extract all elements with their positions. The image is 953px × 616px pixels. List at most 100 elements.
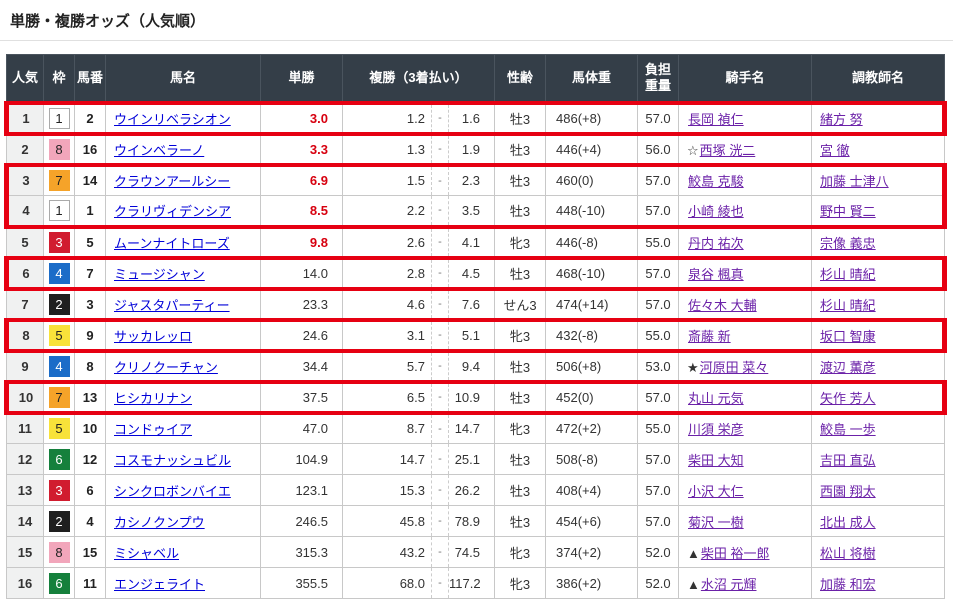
carried-weight: 57.0 <box>637 100 679 136</box>
trainer-link[interactable]: 矢作 芳人 <box>820 390 876 406</box>
jockey-link[interactable]: 泉谷 楓真 <box>688 266 744 282</box>
horse-weight: 454(+6) <box>545 505 638 537</box>
jockey-cell: 斎藤 新 <box>678 317 812 353</box>
trainer-link[interactable]: 渡辺 薫彦 <box>820 359 876 375</box>
horse-name-link[interactable]: ジャスタパーティー <box>114 297 230 313</box>
horse-name-link[interactable]: シンクロボンバイエ <box>114 483 231 499</box>
jockey-link[interactable]: 小崎 綾也 <box>688 203 744 219</box>
jockey-link[interactable]: 佐々木 大輔 <box>688 297 757 313</box>
jockey-link[interactable]: 菊沢 一樹 <box>688 514 744 530</box>
horse-name-link[interactable]: カシノクンプウ <box>114 514 205 530</box>
frame-number-badge: 4 <box>48 355 70 377</box>
win-odds: 47.0 <box>260 412 343 444</box>
horse-number: 3 <box>74 288 106 320</box>
jockey-cell: 長岡 禎仁 <box>678 100 812 136</box>
horse-name-link[interactable]: クラリヴィデンシア <box>114 203 232 219</box>
jockey-cell: 丹内 祐次 <box>678 226 812 258</box>
place-odds-separator: - <box>431 166 449 195</box>
trainer-link[interactable]: 坂口 智康 <box>820 328 876 344</box>
trainer-link[interactable]: 鮫島 一歩 <box>820 422 876 438</box>
frame-number-badge: 3 <box>48 479 70 501</box>
popularity-rank: 10 <box>4 379 44 415</box>
trainer-link[interactable]: 吉田 直弘 <box>820 452 876 468</box>
sex-age: 牡3 <box>494 474 546 506</box>
horse-weight: 446(-8) <box>545 226 638 258</box>
trainer-link[interactable]: 宮 徹 <box>820 142 850 158</box>
horse-weight: 460(0) <box>545 162 638 196</box>
place-odds-separator: - <box>431 259 449 287</box>
trainer-link[interactable]: 加藤 士津八 <box>820 174 889 190</box>
jockey-link[interactable]: 河原田 菜々 <box>699 359 769 375</box>
place-odds-low: 8.7 <box>406 421 425 437</box>
jockey-link[interactable]: 斎藤 新 <box>688 328 731 344</box>
jockey-cell: ☆西塚 洸二 <box>678 133 812 165</box>
trainer-link[interactable]: 野中 賢二 <box>820 203 876 219</box>
sex-age: 牡3 <box>494 379 546 415</box>
trainer-cell: 杉山 晴紀 <box>811 288 945 320</box>
col-header-popularity: 人気 <box>6 54 44 103</box>
popularity-rank: 7 <box>6 288 44 320</box>
horse-number: 1 <box>74 195 106 229</box>
place-odds-separator: - <box>431 568 449 598</box>
frame-cell: 5 <box>43 412 75 444</box>
horse-name-link[interactable]: ウインリベラシオン <box>114 111 231 127</box>
frame-number-badge: 1 <box>48 199 70 221</box>
place-odds-separator: - <box>431 444 449 474</box>
jockey-link[interactable]: 小沢 大仁 <box>688 483 744 499</box>
place-odds-low: 45.8 <box>399 513 425 529</box>
horse-name-cell: クラウンアールシー <box>105 162 261 196</box>
jockey-link[interactable]: 丹内 祐次 <box>688 235 744 251</box>
jockey-link[interactable]: 丸山 元気 <box>688 390 744 406</box>
jockey-link[interactable]: 水沼 元輝 <box>700 576 757 592</box>
jockey-link[interactable]: 鮫島 克駿 <box>688 174 744 190</box>
trainer-link[interactable]: 宗像 義忠 <box>820 235 876 251</box>
horse-name-link[interactable]: エンジェライト <box>114 576 206 592</box>
win-odds: 23.3 <box>260 288 343 320</box>
trainer-link[interactable]: 杉山 晴紀 <box>820 266 876 282</box>
popularity-rank: 5 <box>6 226 44 258</box>
jockey-link[interactable]: 柴田 裕一郎 <box>700 545 770 561</box>
table-row: 9 4 8 クリノクーチャン 34.4 5.7 - 9.4 牡3 506(+8)… <box>6 350 945 382</box>
trainer-link[interactable]: 緒方 努 <box>820 111 863 127</box>
trainer-link[interactable]: 加藤 和宏 <box>820 576 876 592</box>
place-odds-separator: - <box>431 537 449 567</box>
table-row: 10 7 13 ヒシカリナン 37.5 6.5 - 10.9 牡3 452(0)… <box>4 379 947 415</box>
horse-number: 4 <box>74 505 106 537</box>
horse-name-link[interactable]: ミシャベル <box>114 545 180 561</box>
horse-name-link[interactable]: ムーンナイトローズ <box>114 235 230 251</box>
jockey-link[interactable]: 柴田 大知 <box>688 452 744 468</box>
horse-name-link[interactable]: ヒシカリナン <box>114 390 193 406</box>
col-header-carried-weight: 負担重量 <box>637 54 679 103</box>
trainer-link[interactable]: 松山 将樹 <box>820 545 876 561</box>
table-header-row: 人気 枠 馬番 馬名 単勝 複勝（3着払い） 性齢 馬体重 負担重量 騎手名 調… <box>6 54 945 103</box>
popularity-rank: 15 <box>6 536 44 568</box>
place-odds-high: 78.9 <box>454 513 480 529</box>
trainer-link[interactable]: 杉山 晴紀 <box>820 297 876 313</box>
place-odds-low: 1.5 <box>406 173 425 189</box>
sex-age: 牡3 <box>494 195 546 229</box>
frame-number-badge: 6 <box>48 448 70 470</box>
horse-name-cell: ジャスタパーティー <box>105 288 261 320</box>
horse-name-link[interactable]: クラウンアールシー <box>114 174 231 190</box>
horse-name-link[interactable]: ミュージシャン <box>114 266 205 282</box>
frame-number-badge: 5 <box>48 418 70 440</box>
trainer-link[interactable]: 西園 翔太 <box>820 483 876 499</box>
horse-number: 16 <box>74 133 106 165</box>
jockey-link[interactable]: 西塚 洸二 <box>699 142 756 158</box>
horse-name-link[interactable]: クリノクーチャン <box>114 359 218 375</box>
trainer-link[interactable]: 北出 成人 <box>820 514 876 530</box>
jockey-link[interactable]: 川須 栄彦 <box>688 422 744 438</box>
horse-name-link[interactable]: ウインベラーノ <box>114 142 205 158</box>
horse-name-link[interactable]: サッカレッロ <box>114 328 193 344</box>
sex-age: 牝3 <box>494 536 546 568</box>
horse-name-link[interactable]: コンドゥイア <box>114 422 193 438</box>
jockey-link[interactable]: 長岡 禎仁 <box>688 111 744 127</box>
sex-age: 牡3 <box>494 133 546 165</box>
win-odds: 9.8 <box>260 226 343 258</box>
horse-name-cell: シンクロボンバイエ <box>105 474 261 506</box>
place-odds-high: 10.9 <box>454 389 480 405</box>
place-odds-cell: 8.7 - 14.7 <box>342 412 495 444</box>
place-odds-high: 2.3 <box>461 173 480 189</box>
place-odds-low: 2.2 <box>406 202 425 218</box>
horse-name-link[interactable]: コスモナッシュビル <box>114 452 232 468</box>
